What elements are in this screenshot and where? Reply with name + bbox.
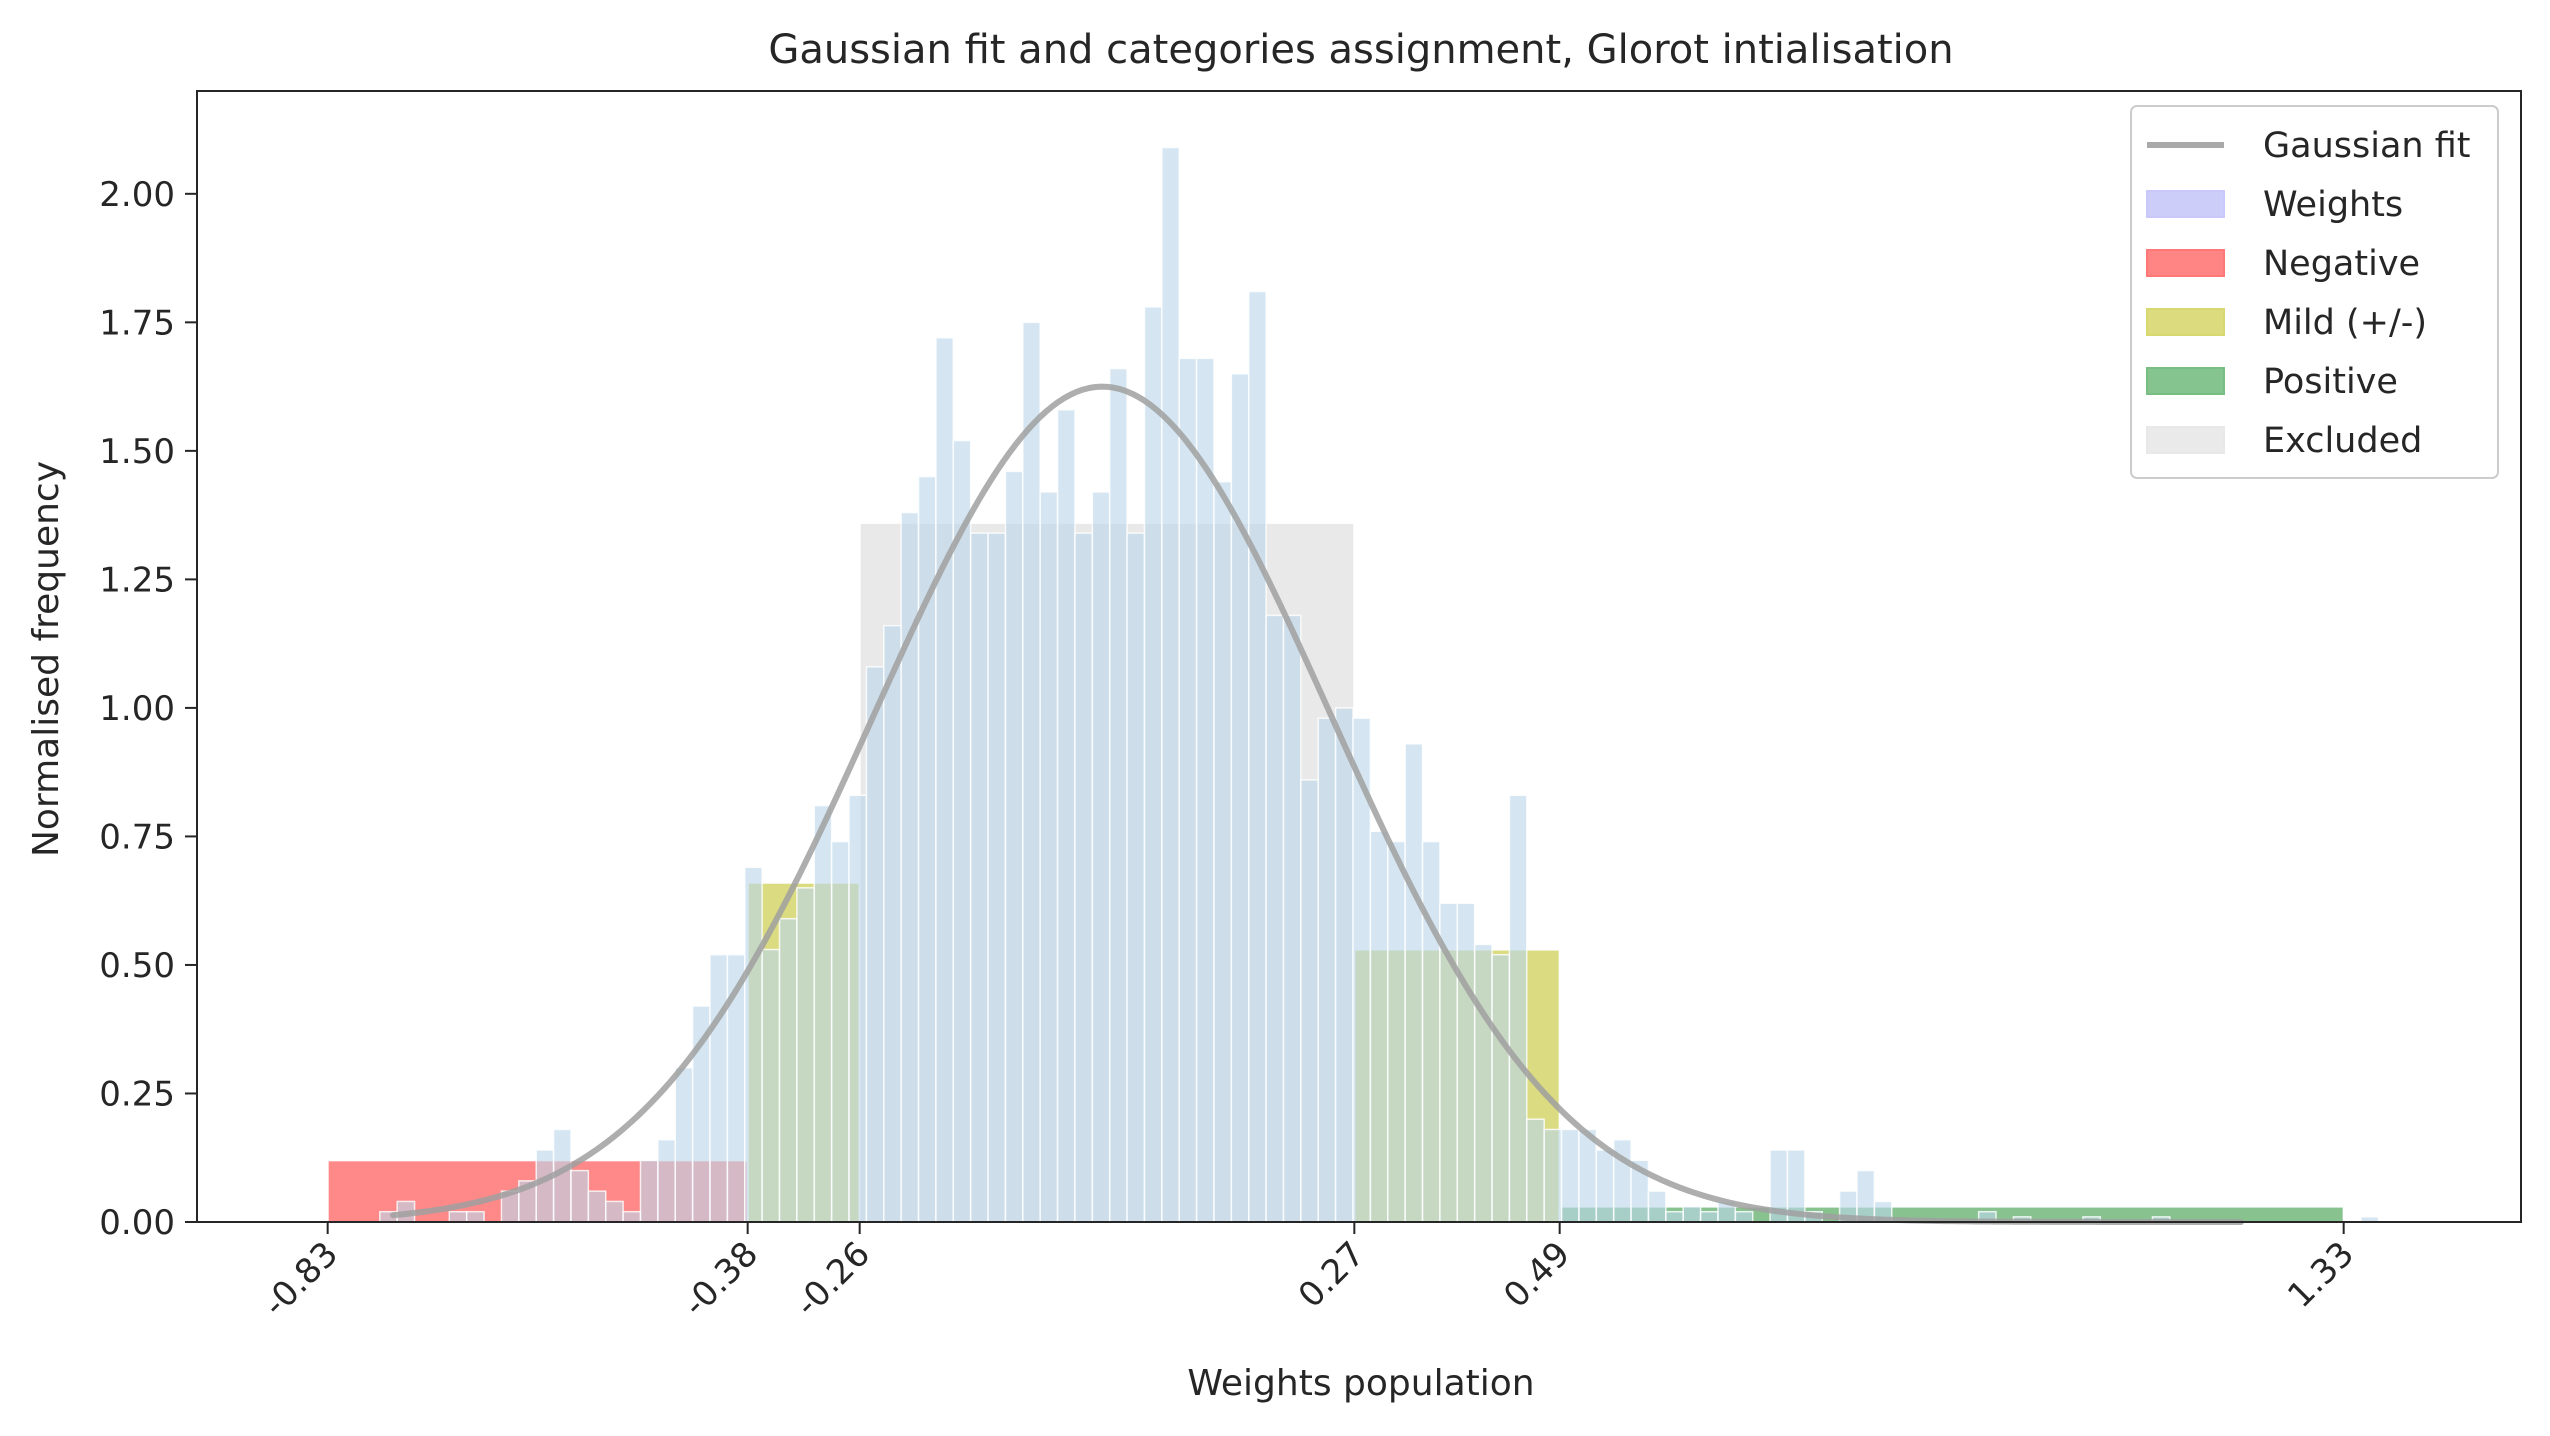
histogram-bar bbox=[570, 1169, 590, 1223]
legend-label: Negative bbox=[2263, 244, 2420, 284]
histogram-bar bbox=[1699, 1210, 1719, 1223]
histogram-bar bbox=[1543, 1128, 1563, 1223]
histogram-bar bbox=[1074, 532, 1094, 1223]
histogram-bar bbox=[465, 1210, 485, 1223]
histogram-bar bbox=[830, 840, 850, 1223]
legend-swatch bbox=[2146, 308, 2225, 336]
histogram-bar bbox=[587, 1190, 607, 1223]
y-tick-label: 1.50 bbox=[99, 432, 175, 472]
x-tick-label: -0.38 bbox=[676, 1234, 766, 1324]
histogram-bar bbox=[952, 439, 972, 1223]
histogram-bar bbox=[1143, 306, 1163, 1223]
histogram-bar bbox=[1508, 794, 1528, 1223]
x-tick-label: 0.49 bbox=[1496, 1234, 1578, 1316]
legend-swatch bbox=[2146, 426, 2225, 454]
histogram-bar bbox=[1334, 707, 1354, 1223]
histogram-bar bbox=[969, 532, 989, 1223]
histogram-bar bbox=[813, 804, 833, 1223]
histogram-bar bbox=[1317, 717, 1337, 1223]
legend-label: Excluded bbox=[2263, 421, 2422, 461]
y-tick-label: 0.00 bbox=[99, 1203, 175, 1243]
histogram-bar bbox=[709, 953, 729, 1223]
histogram-bar bbox=[1178, 357, 1198, 1223]
legend-swatch bbox=[2146, 367, 2225, 395]
y-axis-label: Normalised frequency bbox=[26, 461, 67, 857]
y-tick-label: 0.50 bbox=[99, 946, 175, 986]
histogram-bar bbox=[1404, 743, 1424, 1223]
legend-label: Weights bbox=[2263, 185, 2403, 225]
histogram-bar bbox=[1265, 614, 1285, 1223]
legend: Gaussian fit Weights Negative Mild (+/-) Pos… bbox=[2130, 105, 2499, 479]
histogram-bar bbox=[1421, 840, 1441, 1223]
histogram-bar bbox=[1300, 779, 1320, 1223]
histogram-bar bbox=[935, 337, 955, 1223]
histogram-bar bbox=[1004, 470, 1024, 1223]
histogram-bar bbox=[1213, 480, 1233, 1223]
histogram-bar bbox=[1491, 953, 1511, 1223]
histogram-bar bbox=[987, 532, 1007, 1223]
histogram-bar bbox=[1560, 1128, 1580, 1223]
histogram-bar bbox=[1282, 614, 1302, 1223]
histogram-bar bbox=[1091, 491, 1111, 1223]
histogram-bar bbox=[1161, 146, 1180, 1223]
histogram-bar bbox=[778, 917, 798, 1223]
histogram-bar bbox=[1856, 1169, 1876, 1223]
x-tick-label: 0.27 bbox=[1291, 1234, 1373, 1316]
legend-label: Mild (+/-) bbox=[2263, 303, 2427, 343]
x-tick-label: -0.83 bbox=[256, 1234, 346, 1324]
histogram-bar bbox=[744, 866, 763, 1223]
histogram-bar bbox=[883, 624, 902, 1223]
histogram-bar bbox=[604, 1200, 624, 1223]
histogram-bar bbox=[1595, 1149, 1615, 1223]
legend-label: Gaussian fit bbox=[2263, 126, 2470, 166]
y-tick-label: 0.75 bbox=[99, 817, 175, 857]
histogram-bar bbox=[657, 1138, 676, 1223]
histogram-bar bbox=[1126, 532, 1146, 1223]
plot-area bbox=[326, 146, 2380, 1225]
histogram-bar bbox=[674, 1067, 694, 1223]
histogram-bar bbox=[1734, 1210, 1754, 1223]
histogram-bar bbox=[1578, 1128, 1598, 1223]
histogram-bar bbox=[448, 1210, 468, 1223]
histogram-bar bbox=[1369, 830, 1389, 1223]
histogram-bar bbox=[1247, 290, 1267, 1223]
x-tick-label: 1.33 bbox=[2280, 1234, 2362, 1316]
histogram-bar bbox=[1039, 491, 1059, 1223]
legend-swatch bbox=[2146, 190, 2225, 218]
histogram-bar bbox=[1387, 840, 1406, 1223]
y-tick-label: 1.75 bbox=[99, 303, 175, 343]
histogram-bar bbox=[1022, 321, 1041, 1223]
histogram-bar bbox=[1108, 367, 1128, 1223]
y-tick-label: 1.00 bbox=[99, 689, 175, 729]
histogram-bar bbox=[761, 948, 781, 1223]
y-tick-label: 1.25 bbox=[99, 560, 175, 600]
histogram-bar bbox=[1665, 1210, 1684, 1223]
histogram-bar bbox=[1526, 1118, 1545, 1223]
axes-frame bbox=[196, 90, 2522, 1223]
histogram-bar bbox=[1473, 943, 1493, 1223]
y-tick-label: 2.00 bbox=[99, 175, 175, 215]
histogram-bar bbox=[639, 1159, 659, 1223]
histogram-bar bbox=[622, 1210, 642, 1223]
histogram-bar bbox=[848, 794, 868, 1223]
legend-label: Positive bbox=[2263, 362, 2398, 402]
histogram-bar bbox=[796, 887, 816, 1223]
x-tick-label: -0.26 bbox=[788, 1234, 878, 1324]
histogram-bar bbox=[1682, 1205, 1702, 1223]
chart-title: Gaussian fit and categories assignment, … bbox=[768, 27, 1953, 73]
histogram-bar bbox=[1456, 902, 1476, 1223]
gaussian-fit-line bbox=[390, 383, 2244, 1225]
histogram-bar bbox=[1230, 373, 1250, 1223]
legend-swatch bbox=[2146, 249, 2225, 277]
histogram-bar bbox=[1195, 357, 1215, 1223]
histogram-bar bbox=[1647, 1190, 1667, 1223]
histogram-bar bbox=[865, 666, 885, 1223]
histogram-bar bbox=[1056, 408, 1076, 1223]
x-axis-label: Weights population bbox=[1187, 1363, 1534, 1404]
histogram-bar bbox=[535, 1149, 555, 1223]
y-tick-label: 0.25 bbox=[99, 1074, 175, 1114]
